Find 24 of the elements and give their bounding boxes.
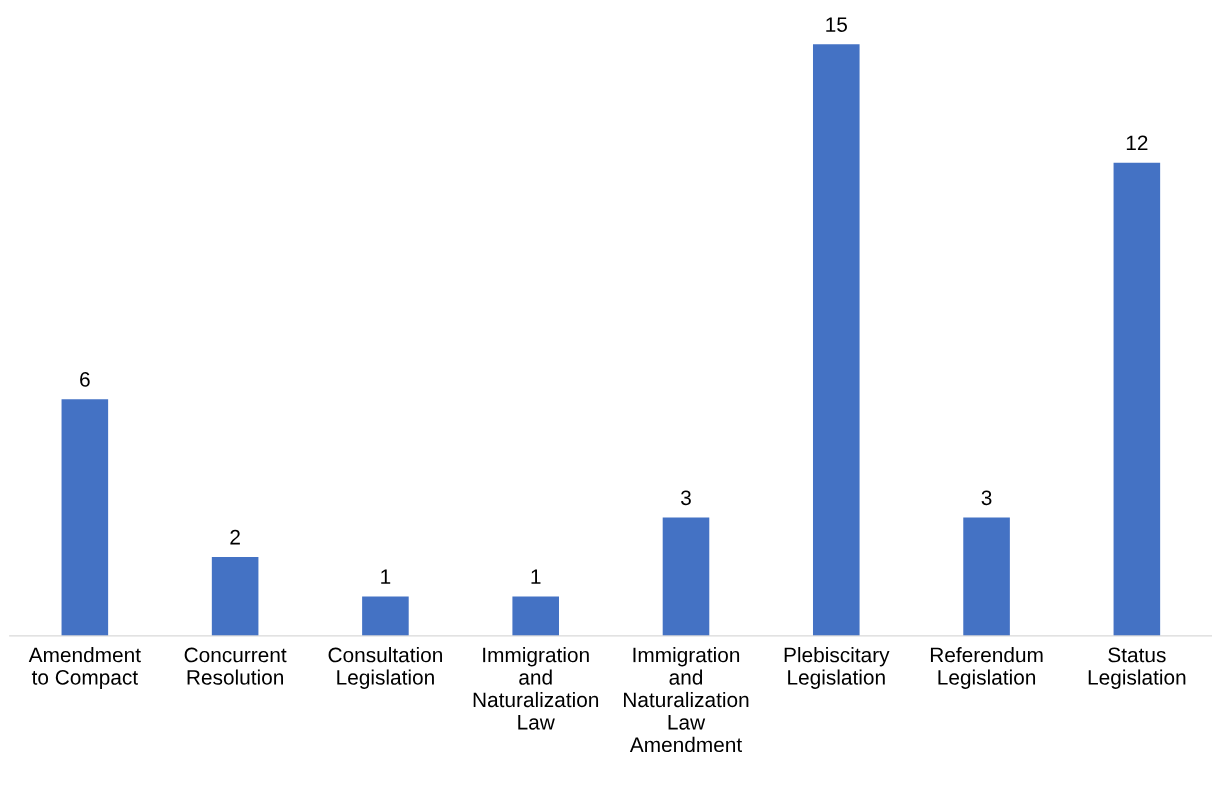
x-tick-label: Immigration and Naturalization Law Amendment <box>624 647 749 753</box>
data-label: 3 <box>981 490 992 506</box>
bar <box>61 399 109 636</box>
data-label: 6 <box>80 372 90 387</box>
data-label: 2 <box>230 529 240 545</box>
x-tick-label: Status Legislation <box>1088 647 1186 689</box>
bar <box>1113 162 1161 636</box>
data-label: 3 <box>680 490 691 506</box>
data-label: 1 <box>531 569 541 584</box>
bar <box>963 517 1010 636</box>
bar <box>662 517 710 636</box>
bar <box>512 596 559 636</box>
x-tick-label: Consultation Legislation <box>328 647 442 689</box>
x-tick-label: Plebiscitary Legislation <box>784 647 890 689</box>
x-tick-label: Amendment to Compact <box>28 647 141 689</box>
x-tick-label: Concurrent Resolution <box>184 647 287 685</box>
x-tick-label: Referendum Legislation <box>930 647 1043 689</box>
x-tick-label: Immigration and Naturalization Law <box>473 647 599 730</box>
data-label: 15 <box>826 17 847 32</box>
bar <box>362 596 409 636</box>
data-label: 1 <box>381 569 391 584</box>
bar <box>812 44 860 636</box>
bar <box>211 557 259 636</box>
data-label: 12 <box>1126 135 1148 151</box>
